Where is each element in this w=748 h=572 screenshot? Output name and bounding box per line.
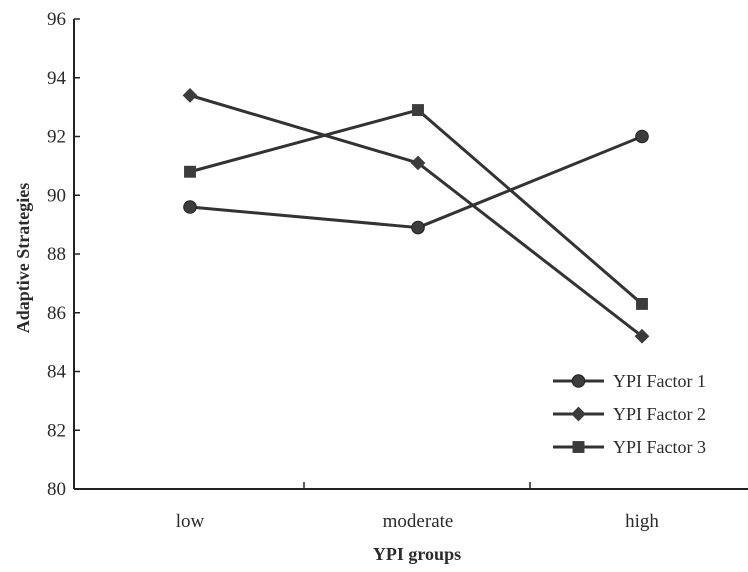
marker-diamond <box>182 88 198 103</box>
y-tick-label: 88 <box>47 244 66 265</box>
x-tick-label: low <box>176 511 205 532</box>
series-line <box>189 135 643 230</box>
legend-item: YPI Factor 1 <box>553 371 706 391</box>
legend-label: YPI Factor 1 <box>613 371 706 391</box>
series-2 <box>182 88 650 344</box>
y-tick-label: 82 <box>47 420 66 441</box>
series-line <box>189 108 643 306</box>
y-axis-title: Adaptive Strategies <box>13 183 33 333</box>
y-tick-label: 96 <box>47 9 66 30</box>
marker-diamond <box>571 406 586 422</box>
marker-square <box>636 297 648 310</box>
marker-square <box>572 441 585 453</box>
y-tick-label: 90 <box>47 185 66 206</box>
x-axis-title: YPI groups <box>373 544 461 564</box>
series-layer <box>182 88 650 344</box>
marker-diamond <box>634 328 650 344</box>
series-line <box>189 93 643 338</box>
y-tick-label: 80 <box>47 479 66 500</box>
y-axis-ticks: 80 82 84 86 88 90 92 94 96 <box>47 9 80 500</box>
series-1 <box>183 129 649 235</box>
marker-circle <box>411 220 425 235</box>
y-tick-label: 92 <box>47 127 66 148</box>
marker-square <box>412 104 424 117</box>
legend-label: YPI Factor 3 <box>613 437 706 457</box>
x-axis-ticks: low moderate high <box>176 482 659 532</box>
legend-label: YPI Factor 2 <box>613 404 706 424</box>
x-tick-label: moderate <box>383 511 454 532</box>
y-tick-label: 94 <box>47 68 67 89</box>
marker-circle <box>183 200 197 214</box>
series-3 <box>184 104 648 310</box>
marker-circle <box>635 129 649 144</box>
legend-item: YPI Factor 3 <box>553 437 706 457</box>
y-tick-label: 84 <box>47 362 67 383</box>
legend: YPI Factor 1 YPI Factor 2 YPI Factor 3 <box>553 371 706 457</box>
marker-diamond <box>410 155 426 171</box>
legend-item: YPI Factor 2 <box>553 404 706 424</box>
y-tick-label: 86 <box>47 303 66 324</box>
marker-square <box>184 165 196 178</box>
x-tick-label: high <box>625 511 659 532</box>
marker-circle <box>571 374 586 388</box>
